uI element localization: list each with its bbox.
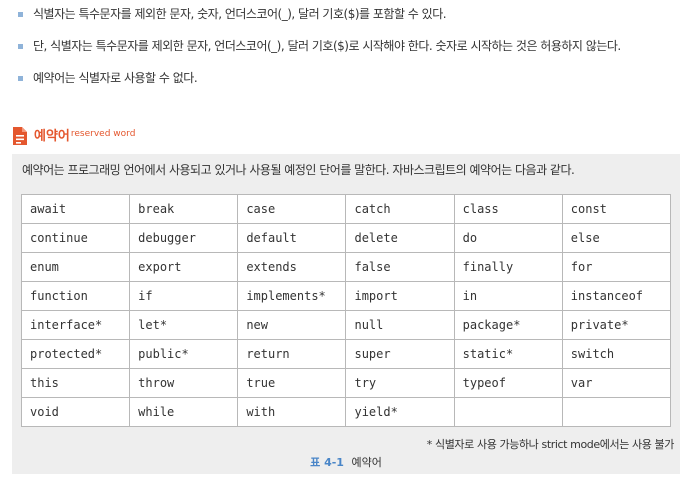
table-cell: protected* (20, 339, 131, 369)
table-caption-text: 예약어 (351, 456, 382, 469)
table-cell: for (561, 252, 672, 282)
table-cell: null (345, 310, 455, 340)
table-cell: throw (129, 368, 239, 398)
bullet-text: 식별자는 특수문자를 제외한 문자, 숫자, 언더스코어(_), 달러 기호($… (33, 7, 447, 21)
table-cell: new (237, 310, 347, 340)
bullet-text: 단, 식별자는 특수문자를 제외한 문자, 언더스코어(_), 달러 기호($)… (33, 39, 621, 53)
table-cell: enum (20, 252, 131, 282)
table-cell: instanceof (561, 281, 672, 311)
bullet-item: 식별자는 특수문자를 제외한 문자, 숫자, 언더스코어(_), 달러 기호($… (18, 6, 678, 22)
reserved-word-table: await break case catch class const continue deb… (20, 194, 672, 427)
bullet-list: 식별자는 특수문자를 제외한 문자, 숫자, 언더스코어(_), 달러 기호($… (18, 6, 678, 102)
bullet-square-icon (18, 12, 23, 17)
table-row: void while with yield* (20, 397, 672, 427)
table-cell: await (20, 194, 131, 224)
section-title-english: reserved word (70, 129, 136, 139)
table-cell: export (129, 252, 239, 282)
table-row: interface* let* new null package* private* (20, 310, 672, 340)
table-cell: continue (20, 223, 131, 253)
table-cell (453, 397, 563, 427)
table-cell: void (20, 397, 131, 427)
table-cell: let* (129, 310, 239, 340)
table-caption-label: 표 4-1 (310, 456, 344, 469)
intro-text: 예약어는 프로그래밍 언어에서 사용되고 있거나 사용될 예정인 단어를 말한다… (22, 163, 575, 177)
table-row: function if implements* import in instanceof (20, 281, 672, 311)
bullet-square-icon (18, 44, 23, 49)
table-cell: do (453, 223, 563, 253)
table-cell: package* (453, 310, 563, 340)
table-cell (561, 397, 672, 427)
table-cell: private* (561, 310, 672, 340)
table-cell: break (129, 194, 239, 224)
table-cell: switch (561, 339, 672, 369)
table-cell: interface* (20, 310, 131, 340)
table-cell: debugger (129, 223, 239, 253)
table-cell: in (453, 281, 563, 311)
section-title: 예약어 (34, 129, 70, 144)
table-cell: const (561, 194, 672, 224)
bullet-item: 단, 식별자는 특수문자를 제외한 문자, 언더스코어(_), 달러 기호($)… (18, 38, 678, 54)
table-cell: static* (453, 339, 563, 369)
table-cell: true (237, 368, 347, 398)
table-cell: if (129, 281, 239, 311)
table-cell: class (453, 194, 563, 224)
table-cell: this (20, 368, 131, 398)
table-cell: default (237, 223, 347, 253)
table-cell: else (561, 223, 672, 253)
section-heading: 예약어 reserved word (12, 126, 135, 146)
table-cell: super (345, 339, 455, 369)
table-cell: case (237, 194, 347, 224)
document-icon (12, 126, 28, 146)
table-cell: function (20, 281, 131, 311)
table-cell: with (237, 397, 347, 427)
table-cell: typeof (453, 368, 563, 398)
table-cell: false (345, 252, 455, 282)
bullet-item: 예약어는 식별자로 사용할 수 없다. (18, 70, 678, 86)
table-cell: finally (453, 252, 563, 282)
bullet-square-icon (18, 76, 23, 81)
table-row: continue debugger default delete do else (20, 223, 672, 253)
reserved-word-box: 예약어는 프로그래밍 언어에서 사용되고 있거나 사용될 예정인 단어를 말한다… (12, 154, 680, 474)
table-cell: import (345, 281, 455, 311)
bullet-text: 예약어는 식별자로 사용할 수 없다. (33, 71, 198, 85)
table-cell: extends (237, 252, 347, 282)
footnote: * 식별자로 사용 가능하나 strict mode에서는 사용 불가 (426, 438, 675, 451)
table-cell: var (561, 368, 672, 398)
table-row: this throw true try typeof var (20, 368, 672, 398)
table-row: enum export extends false finally for (20, 252, 672, 282)
table-row: protected* public* return super static* switc… (20, 339, 672, 369)
table-cell: yield* (345, 397, 455, 427)
table-caption: 표 4-1 예약어 (12, 454, 680, 470)
table-cell: public* (129, 339, 239, 369)
table-cell: implements* (237, 281, 347, 311)
table-row: await break case catch class const (20, 194, 672, 224)
table-cell: try (345, 368, 455, 398)
table-cell: catch (345, 194, 455, 224)
table-cell: while (129, 397, 239, 427)
table-cell: return (237, 339, 347, 369)
table-cell: delete (345, 223, 455, 253)
